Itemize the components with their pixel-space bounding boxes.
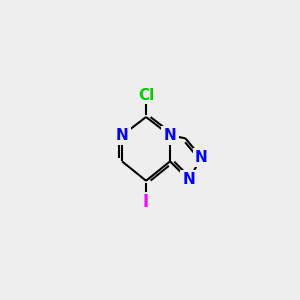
Text: N: N — [182, 172, 195, 187]
Text: N: N — [195, 150, 208, 165]
Text: N: N — [116, 128, 128, 143]
Text: N: N — [164, 128, 176, 143]
Text: Cl: Cl — [138, 88, 154, 103]
Text: I: I — [143, 193, 149, 211]
